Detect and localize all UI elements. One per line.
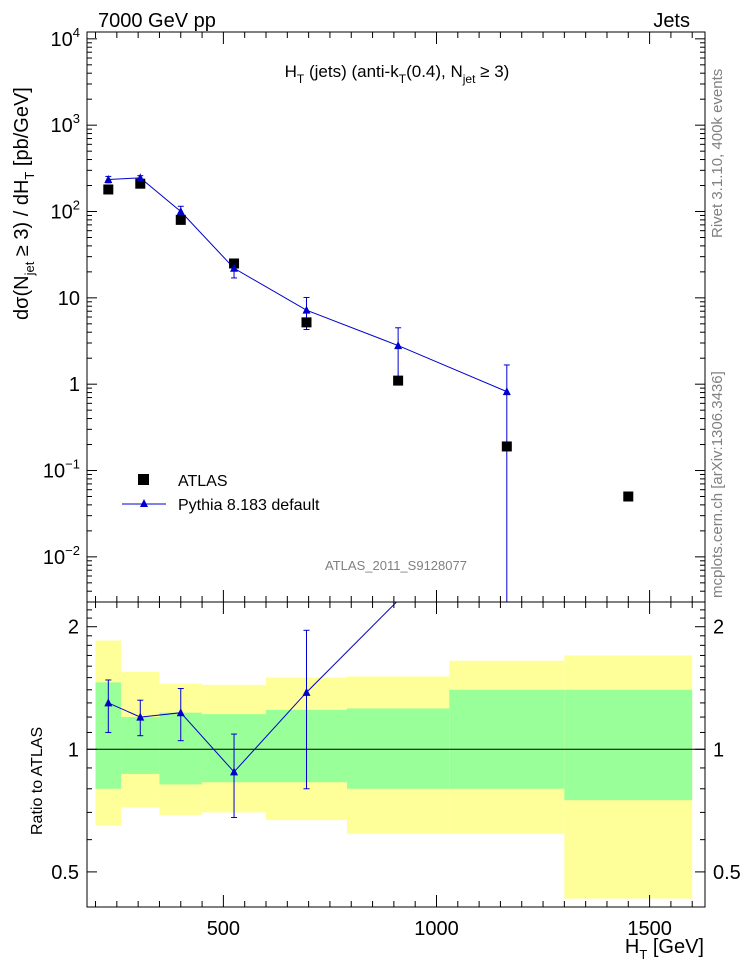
atlas-point [501, 441, 512, 452]
ratio-tick-label-left: 0.5 [51, 862, 79, 884]
legend: ATLAS Pythia 8.183 default [122, 473, 320, 514]
legend-atlas-marker [138, 474, 149, 485]
y-tick-label-exp: −2 [65, 543, 80, 558]
upper-plot-area [103, 173, 634, 602]
y-tick-label: 103 [51, 111, 80, 137]
x-axis-label: HT [GeV] [625, 936, 704, 962]
ratio-plot-area [104, 602, 398, 819]
x-tick-label: 1000 [414, 918, 459, 940]
upper-panel [103, 173, 634, 602]
mc-point [104, 174, 113, 183]
x-tick-label: 500 [207, 918, 240, 940]
y-tick-label: 10−2 [43, 543, 80, 569]
atlas-point [175, 214, 186, 225]
mc-point [136, 173, 145, 182]
y-tick-label: 10−1 [43, 457, 80, 483]
mc-ratio-point [230, 767, 239, 776]
upper-frame [86, 31, 706, 603]
y-tick-label: 104 [51, 25, 80, 51]
ratio-tick-label-right: 1 [713, 739, 724, 761]
y-tick-label-base: 10 [51, 115, 73, 137]
mc-ratio-point [104, 698, 113, 707]
atlas-point [393, 375, 404, 386]
y-tick-label: 102 [51, 198, 80, 224]
ratio-tick-label-left: 2 [68, 617, 79, 639]
plot-title: HT (jets) (anti-kT(0.4), Njet ≥ 3) [285, 62, 510, 86]
ratio-panel [104, 602, 398, 819]
mc-point [394, 341, 403, 350]
y-tick-label-exp: 2 [73, 198, 80, 213]
ratio-band-inner [346, 708, 450, 789]
mc-point [230, 263, 239, 272]
y-axis-label: dσ(Njet ≥ 3) / dHT [pb/GeV] [11, 87, 37, 320]
mc-line [108, 177, 508, 393]
ratio-band-inner [449, 689, 565, 789]
legend-pythia-marker [140, 499, 148, 507]
mc-ratio-line [108, 602, 398, 773]
atlas-point [623, 491, 634, 502]
y-tick-label-exp: 4 [73, 25, 80, 40]
mc-ratio-point [136, 712, 145, 721]
y-tick-label: 10 [58, 288, 80, 310]
legend-pythia-label: Pythia 8.183 default [178, 497, 320, 514]
ratio-tick-label-right: 2 [713, 617, 724, 639]
ratio-frame [86, 601, 706, 908]
y-tick-label-exp: −1 [65, 457, 80, 472]
ratio-tick-label-left: 1 [68, 739, 79, 761]
y-tick-label-base: 10 [51, 29, 73, 51]
y-tick-label-exp: 3 [73, 111, 80, 126]
x-tick-label: 1500 [627, 918, 672, 940]
legend-atlas-label: ATLAS [178, 473, 228, 490]
mc-ratio-point [176, 708, 185, 717]
y-tick-label-base: 10 [51, 202, 73, 224]
jets-label: Jets [653, 10, 690, 32]
atlas-point [229, 258, 240, 269]
analysis-id: ATLAS_2011_S9128077 [325, 558, 467, 573]
y-tick-label-base: 10 [43, 461, 65, 483]
y-tick-label-base: 10 [43, 547, 65, 569]
mc-ratio-point [302, 687, 311, 696]
atlas-point [135, 178, 146, 189]
rivet-label: Rivet 3.1.10, 400k events [709, 69, 726, 238]
mc-point [302, 305, 311, 314]
atlas-point [301, 317, 312, 328]
mc-point [502, 387, 511, 396]
energy-label: 7000 GeV pp [98, 10, 216, 32]
mcplots-label: mcplots.cern.ch [arXiv:1306.3436] [709, 371, 726, 598]
ratio-tick-label-right: 0.5 [713, 862, 741, 884]
atlas-point [103, 184, 114, 195]
ratio-y-label: Ratio to ATLAS [29, 727, 46, 835]
y-tick-label: 1 [69, 374, 80, 396]
ratio-band-inner [564, 689, 693, 801]
ratio-bands [87, 640, 705, 899]
mc-point [176, 207, 185, 216]
